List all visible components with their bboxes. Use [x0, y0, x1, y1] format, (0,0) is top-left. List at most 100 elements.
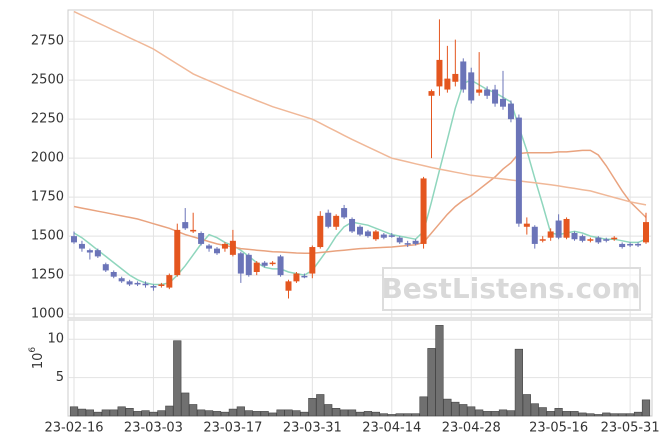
candle-body [627, 243, 634, 246]
candle-body [221, 243, 228, 249]
volume-bar [165, 405, 174, 417]
price-panel [67, 9, 653, 319]
volume-bar [443, 398, 452, 417]
y-tick-label: 5 [56, 370, 64, 385]
volume-bar [189, 404, 198, 417]
candle-body [301, 275, 308, 278]
candle-body [555, 220, 562, 238]
volume-bar [276, 409, 285, 417]
candle-body [261, 262, 268, 266]
candle-body [460, 61, 467, 90]
volume-bar [578, 412, 587, 417]
volume-bar [244, 410, 253, 417]
candle-body [190, 229, 197, 232]
volume-bar [308, 398, 317, 417]
volume-bar [570, 411, 579, 417]
volume-bar [347, 409, 357, 417]
volume-axis-label: 106 [28, 347, 46, 370]
candle-body [515, 117, 522, 224]
volume-bar [149, 411, 158, 417]
x-tick-label: 23-03-17 [203, 421, 262, 436]
candle-body [563, 218, 570, 238]
watermark-box [382, 267, 641, 311]
candle-body [412, 240, 419, 244]
x-tick-label: 23-03-31 [283, 421, 342, 436]
volume-panel [67, 319, 653, 417]
volume-bar [594, 414, 603, 417]
volume-bar [602, 412, 611, 417]
candle-body [78, 243, 85, 249]
candle-body [102, 264, 109, 271]
candle-body [86, 250, 93, 253]
volume-bar [475, 409, 484, 417]
candle-body [452, 73, 459, 82]
volume-bar [197, 409, 206, 417]
candle-body [325, 212, 332, 227]
volume-bar [419, 396, 428, 417]
candle-body [349, 218, 356, 232]
volume-bar [626, 413, 635, 417]
y-tick-label: 2000 [31, 151, 64, 166]
volume-bar [284, 409, 293, 417]
candle-body [507, 103, 514, 120]
candle-body [309, 247, 316, 274]
candle-body [214, 248, 220, 254]
y-tick-label: 10 [47, 332, 64, 347]
x-tick-label: 23-05-16 [529, 421, 588, 436]
volume-bar [451, 401, 460, 417]
volume-bar [355, 411, 365, 417]
candle-body [277, 256, 284, 276]
candle-body [396, 237, 403, 243]
candle-body [468, 72, 475, 101]
volume-bar [379, 413, 388, 417]
candle-body [364, 231, 371, 237]
candle-body [150, 286, 157, 288]
volume-bar [340, 409, 349, 417]
volume-bar [522, 394, 531, 417]
volume-bar [467, 406, 476, 417]
volume-bar [411, 413, 420, 417]
y-tick-label: 2250 [31, 112, 64, 127]
moving-average-line [73, 79, 647, 286]
volume-bar [618, 413, 627, 417]
x-tick-label: 23-04-28 [442, 421, 501, 436]
candle-body [341, 208, 348, 218]
volume-bar [514, 348, 523, 417]
y-tick-label: 2500 [31, 73, 64, 88]
volume-bar [610, 413, 619, 417]
x-tick-label: 23-02-16 [44, 421, 103, 436]
candle-body [619, 243, 626, 248]
volume-bar [173, 340, 182, 417]
y-tick-label: 1250 [31, 268, 64, 283]
volume-bar [435, 325, 444, 417]
candle-body [333, 215, 340, 227]
volume-bar [77, 408, 87, 417]
candle-body [357, 226, 363, 235]
candle-body [293, 273, 300, 282]
y-tick-label: 2750 [31, 34, 64, 49]
volume-bar [93, 411, 102, 417]
candle-body [94, 250, 101, 257]
volume-bar [181, 392, 190, 417]
candle-body [595, 237, 602, 243]
volume-bar [69, 406, 79, 417]
volume-bar [85, 409, 94, 417]
volume-bar [498, 409, 508, 417]
volume-bar [427, 348, 436, 417]
candle-body [237, 253, 244, 274]
candle-body [571, 233, 578, 240]
volume-bar [117, 406, 126, 417]
candle-body [547, 231, 554, 238]
volume-bar [506, 410, 516, 417]
candle-body [380, 234, 387, 238]
volume-bar [459, 404, 468, 417]
candle-body [198, 233, 205, 244]
volume-bar [538, 407, 547, 417]
volume-bar [316, 394, 325, 417]
axis-label-exponent: 6 [28, 347, 38, 353]
candle-body [579, 236, 586, 241]
candle-body [229, 240, 236, 255]
volume-bar [363, 411, 373, 417]
volume-bar [403, 413, 412, 417]
